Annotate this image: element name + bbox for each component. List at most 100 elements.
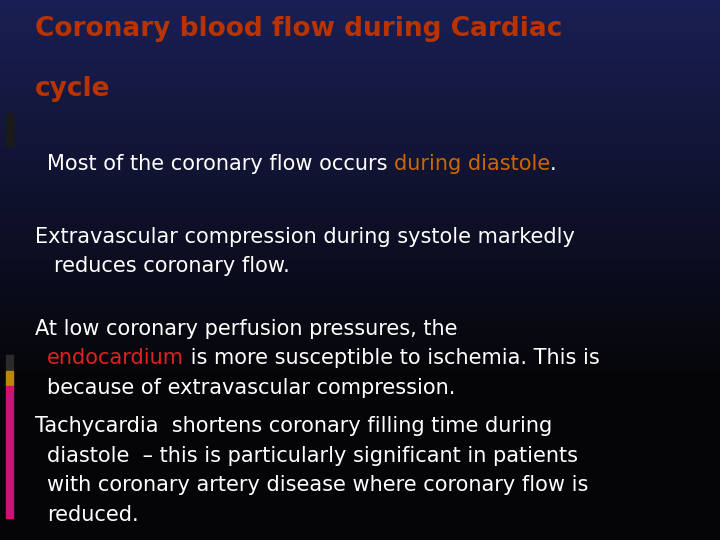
- Bar: [0, 54, 720, 56]
- Bar: [0, 389, 720, 390]
- Text: reduced.: reduced.: [47, 505, 138, 525]
- Bar: [0, 130, 720, 131]
- Bar: [0, 131, 720, 133]
- Bar: [0, 383, 720, 385]
- Bar: [0, 495, 720, 497]
- Bar: [0, 191, 720, 193]
- Bar: [0, 65, 720, 66]
- Bar: [0, 380, 720, 382]
- Bar: [0, 207, 720, 209]
- Bar: [0, 282, 720, 285]
- Bar: [6, 386, 13, 518]
- Bar: [0, 513, 720, 515]
- Bar: [0, 29, 720, 31]
- Bar: [0, 351, 720, 353]
- Bar: [0, 209, 720, 211]
- Bar: [0, 518, 720, 520]
- Text: during diastole: during diastole: [394, 154, 550, 174]
- Bar: [0, 293, 720, 295]
- Bar: [0, 335, 720, 336]
- Bar: [0, 158, 720, 160]
- Bar: [0, 221, 720, 223]
- Bar: [0, 59, 720, 61]
- Bar: [0, 285, 720, 286]
- Text: cycle: cycle: [35, 76, 110, 102]
- Bar: [6, 113, 13, 146]
- Bar: [0, 270, 720, 272]
- Bar: [0, 290, 720, 292]
- Bar: [6, 371, 13, 386]
- Bar: [0, 103, 720, 104]
- Bar: [0, 150, 720, 151]
- Bar: [0, 211, 720, 212]
- Bar: [0, 491, 720, 493]
- Bar: [0, 128, 720, 130]
- Bar: [0, 477, 720, 479]
- Bar: [0, 349, 720, 351]
- Bar: [0, 194, 720, 196]
- Bar: [0, 362, 720, 363]
- Bar: [0, 317, 720, 319]
- Bar: [0, 47, 720, 49]
- Bar: [0, 520, 720, 522]
- Bar: [0, 223, 720, 225]
- Bar: [0, 382, 720, 383]
- Bar: [0, 447, 720, 448]
- Bar: [0, 72, 720, 74]
- Text: diastole  – this is particularly significant in patients: diastole – this is particularly signific…: [47, 446, 577, 465]
- Bar: [0, 414, 720, 416]
- Bar: [0, 250, 720, 252]
- Bar: [0, 393, 720, 394]
- Bar: [0, 169, 720, 171]
- Bar: [0, 486, 720, 488]
- Bar: [0, 488, 720, 490]
- Bar: [0, 482, 720, 484]
- Bar: [0, 164, 720, 166]
- Bar: [0, 184, 720, 185]
- Bar: [0, 374, 720, 376]
- Bar: [0, 501, 720, 502]
- Bar: [0, 312, 720, 313]
- Bar: [0, 400, 720, 401]
- Bar: [0, 385, 720, 387]
- Bar: [0, 79, 720, 81]
- Bar: [0, 201, 720, 204]
- Bar: [0, 448, 720, 450]
- Bar: [0, 502, 720, 504]
- Bar: [0, 529, 720, 531]
- Bar: [0, 36, 720, 38]
- Bar: [0, 315, 720, 317]
- Bar: [0, 299, 720, 301]
- Bar: [0, 50, 720, 52]
- Bar: [0, 522, 720, 524]
- Bar: [0, 274, 720, 275]
- Text: Extravascular compression during systole markedly: Extravascular compression during systole…: [35, 227, 575, 247]
- Bar: [0, 119, 720, 120]
- Bar: [0, 52, 720, 54]
- Bar: [0, 474, 720, 475]
- Bar: [0, 171, 720, 173]
- Bar: [0, 308, 720, 309]
- Bar: [0, 185, 720, 187]
- Bar: [0, 272, 720, 274]
- Bar: [0, 106, 720, 108]
- Bar: [0, 333, 720, 335]
- Bar: [0, 12, 720, 15]
- Bar: [0, 261, 720, 263]
- Bar: [0, 247, 720, 248]
- Bar: [0, 166, 720, 167]
- Bar: [0, 0, 720, 2]
- Text: endocardium: endocardium: [47, 348, 184, 368]
- Bar: [0, 139, 720, 140]
- Bar: [0, 38, 720, 39]
- Bar: [0, 340, 720, 342]
- Bar: [0, 538, 720, 540]
- Text: Most of the coronary flow occurs: Most of the coronary flow occurs: [47, 154, 394, 174]
- Bar: [0, 238, 720, 239]
- Bar: [0, 177, 720, 178]
- Bar: [0, 376, 720, 378]
- Bar: [0, 266, 720, 268]
- Bar: [0, 428, 720, 430]
- Bar: [0, 329, 720, 331]
- Bar: [0, 189, 720, 191]
